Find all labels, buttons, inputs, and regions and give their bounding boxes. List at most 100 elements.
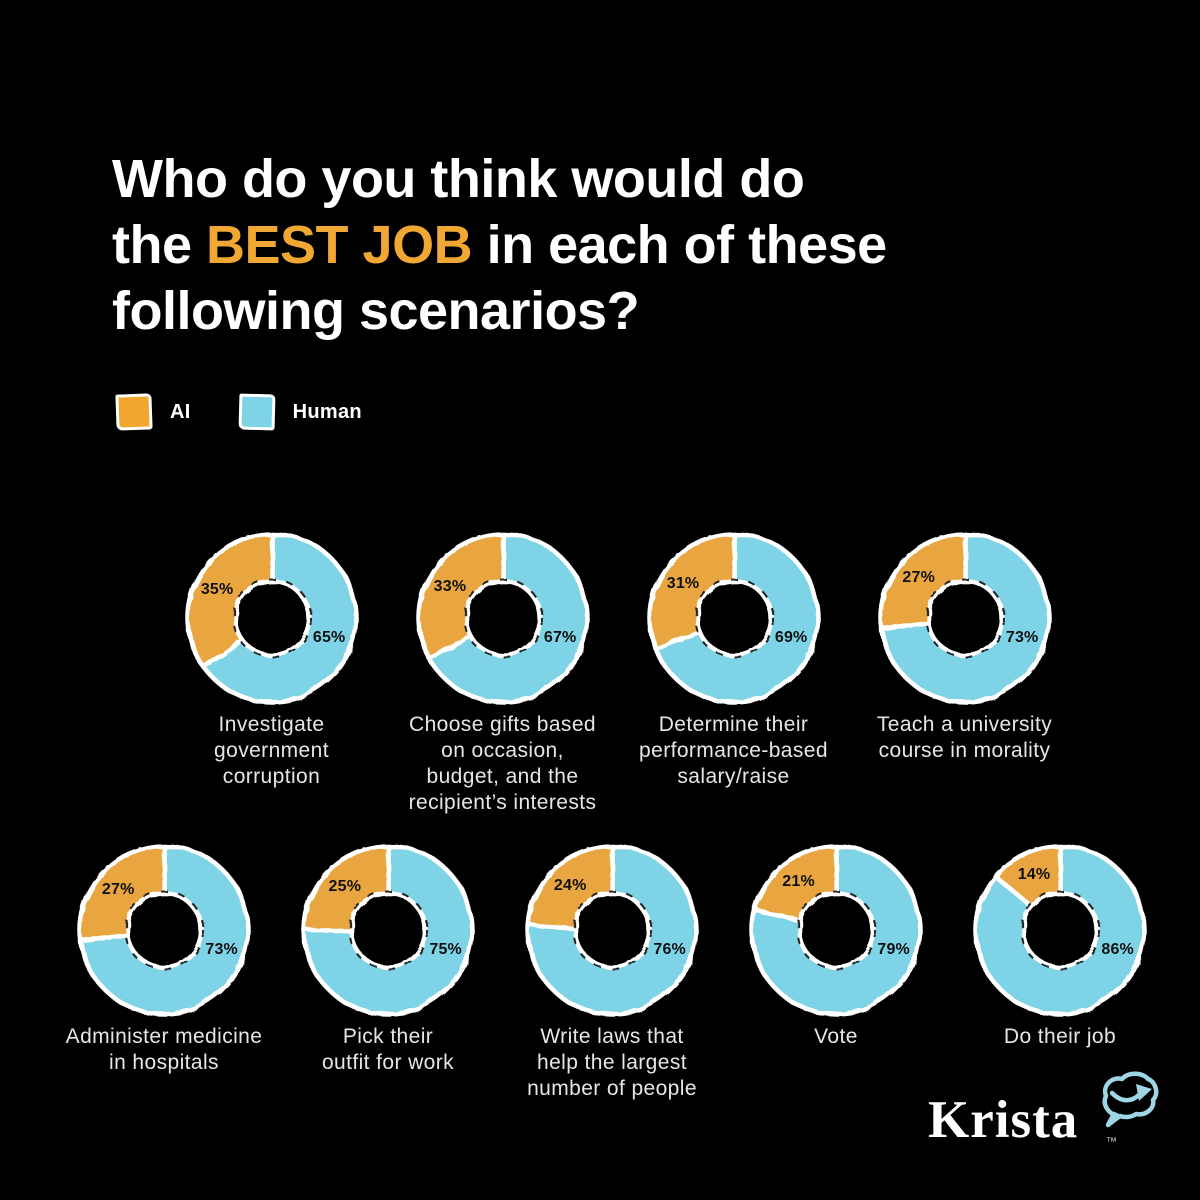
human-percentage-label: 75%	[429, 940, 462, 958]
donut-chart	[185, 531, 358, 705]
donut-chart-cell: 33% 67% Choose gifts based on occasion, budg…	[387, 518, 618, 816]
chart-label: Do their job	[1004, 1024, 1116, 1050]
ai-slice	[301, 843, 391, 933]
title-line1: Who do you think would do	[112, 149, 805, 209]
ai-color-swatch	[115, 393, 153, 431]
donut-chart	[647, 531, 820, 705]
chart-label-line: Do their job	[1003, 1025, 1117, 1048]
donut-chart	[878, 531, 1051, 705]
ai-slice	[993, 843, 1063, 909]
krista-wordmark: Krista	[928, 1091, 1079, 1149]
human-percentage-label: 73%	[205, 940, 238, 958]
chart-label-line: Determine their	[658, 713, 809, 736]
human-slice	[525, 843, 699, 1017]
chart-label-line: Vote	[814, 1025, 858, 1048]
chart-label: Administer medicine in hospitals	[66, 1024, 263, 1076]
title-line2-pre: the	[112, 215, 207, 275]
chart-label-line: recipient’s interests	[408, 791, 597, 814]
page-title: Who do you think would do the BEST JOB i…	[112, 146, 887, 344]
chart-label-line: on occasion,	[441, 739, 564, 762]
title-line3: following scenarios?	[112, 281, 640, 341]
chart-label-line: budget, and the	[426, 765, 579, 788]
chart-label-line: salary/raise	[677, 765, 790, 788]
sketch-inner-ring	[924, 578, 1005, 658]
brain-speech-bubble-icon	[1102, 1071, 1159, 1128]
human-slice	[878, 531, 1051, 705]
chart-label: Vote	[814, 1024, 858, 1050]
ai-percentage-label: 25%	[328, 877, 362, 895]
legend-item-ai: AI	[115, 393, 191, 431]
chart-label: Determine their performance-based salary/r…	[639, 712, 828, 790]
chart-label-line: Choose gifts based	[409, 713, 596, 736]
ai-percentage-label: 27%	[101, 880, 135, 898]
human-slice	[426, 531, 589, 705]
donut-chart	[77, 843, 251, 1017]
sketch-inner-ring	[1020, 890, 1100, 970]
trademark-symbol: ™	[1106, 1136, 1117, 1148]
krista-logo: Krista ™	[928, 1071, 1178, 1168]
ai-percentage-label: 33%	[433, 577, 467, 595]
human-percentage-label: 73%	[1005, 628, 1039, 646]
donut-chart	[416, 531, 589, 705]
human-slice	[301, 843, 475, 1017]
chart-label-line: Investigate	[218, 713, 325, 736]
donut-chart	[301, 843, 475, 1017]
human-percentage-label: 79%	[877, 940, 910, 958]
human-slice	[749, 843, 923, 1017]
title-line2-post: in each of these	[472, 215, 888, 275]
human-percentage-label: 76%	[653, 940, 686, 958]
sketch-inner-ring	[572, 890, 652, 970]
legend-label-ai: AI	[170, 400, 191, 423]
chart-label-line: corruption	[222, 765, 321, 788]
title-highlight: BEST JOB	[206, 215, 473, 275]
sketch-inner-ring	[796, 890, 876, 970]
sketch-inner-ring	[693, 578, 774, 658]
human-slice	[973, 843, 1147, 1017]
donut-chart-cell: 21% 79% Vote	[724, 830, 948, 1102]
donut-chart	[973, 843, 1147, 1017]
ai-percentage-label: 14%	[1017, 865, 1051, 883]
ai-slice	[878, 531, 967, 631]
ai-slice	[185, 531, 274, 670]
human-percentage-label: 69%	[774, 628, 808, 646]
donut-chart	[525, 843, 699, 1017]
chart-label-line: in hospitals	[109, 1051, 219, 1074]
ai-slice	[77, 843, 167, 943]
sketch-inner-ring	[231, 578, 312, 658]
sketch-inner-ring	[348, 890, 428, 970]
legend-label-human: Human	[292, 400, 362, 423]
chart-label-line: Write laws that	[540, 1025, 684, 1048]
ai-percentage-label: 24%	[553, 876, 587, 894]
chart-label: Write laws that help the largest number of…	[527, 1024, 697, 1102]
chart-label: Teach a university course in morality	[877, 712, 1052, 764]
ai-percentage-label: 35%	[200, 581, 234, 599]
donut-row-2: 27% 73% Administer medicine in hospitals 25%…	[52, 830, 1172, 1102]
donut-chart-cell: 14% 86% Do their job	[948, 830, 1172, 1102]
legend-item-human: Human	[238, 393, 362, 431]
human-percentage-label: 65%	[312, 628, 346, 646]
sketch-inner-ring	[124, 890, 204, 970]
chart-label-line: Pick their	[342, 1025, 434, 1048]
chart-label-line: course in morality	[878, 739, 1051, 762]
ai-slice	[416, 531, 505, 661]
human-color-swatch	[238, 393, 276, 431]
chart-label-line: performance-based	[639, 739, 828, 762]
human-percentage-label: 67%	[543, 628, 577, 646]
donut-chart-cell: 35% 65% Investigate government corruption	[156, 518, 387, 816]
chart-label-line: Administer medicine	[65, 1025, 263, 1048]
ai-slice	[752, 843, 839, 924]
donut-chart	[749, 843, 923, 1017]
donut-chart-cell: 31% 69% Determine their performance-based sa…	[618, 518, 849, 816]
ai-percentage-label: 21%	[782, 872, 815, 890]
donut-chart-cell: 24% 76% Write laws that help the largest num…	[500, 830, 724, 1102]
chart-label-line: help the largest	[536, 1051, 687, 1074]
chart-label-line: number of people	[527, 1077, 697, 1100]
donut-chart-cell: 25% 75% Pick their outfit for work	[276, 830, 500, 1102]
ai-percentage-label: 27%	[902, 568, 936, 586]
chart-label-line: government	[214, 739, 329, 762]
chart-label: Pick their outfit for work	[322, 1024, 454, 1076]
human-percentage-label: 86%	[1101, 940, 1134, 958]
ai-slice	[647, 531, 736, 652]
human-slice	[78, 843, 251, 1017]
